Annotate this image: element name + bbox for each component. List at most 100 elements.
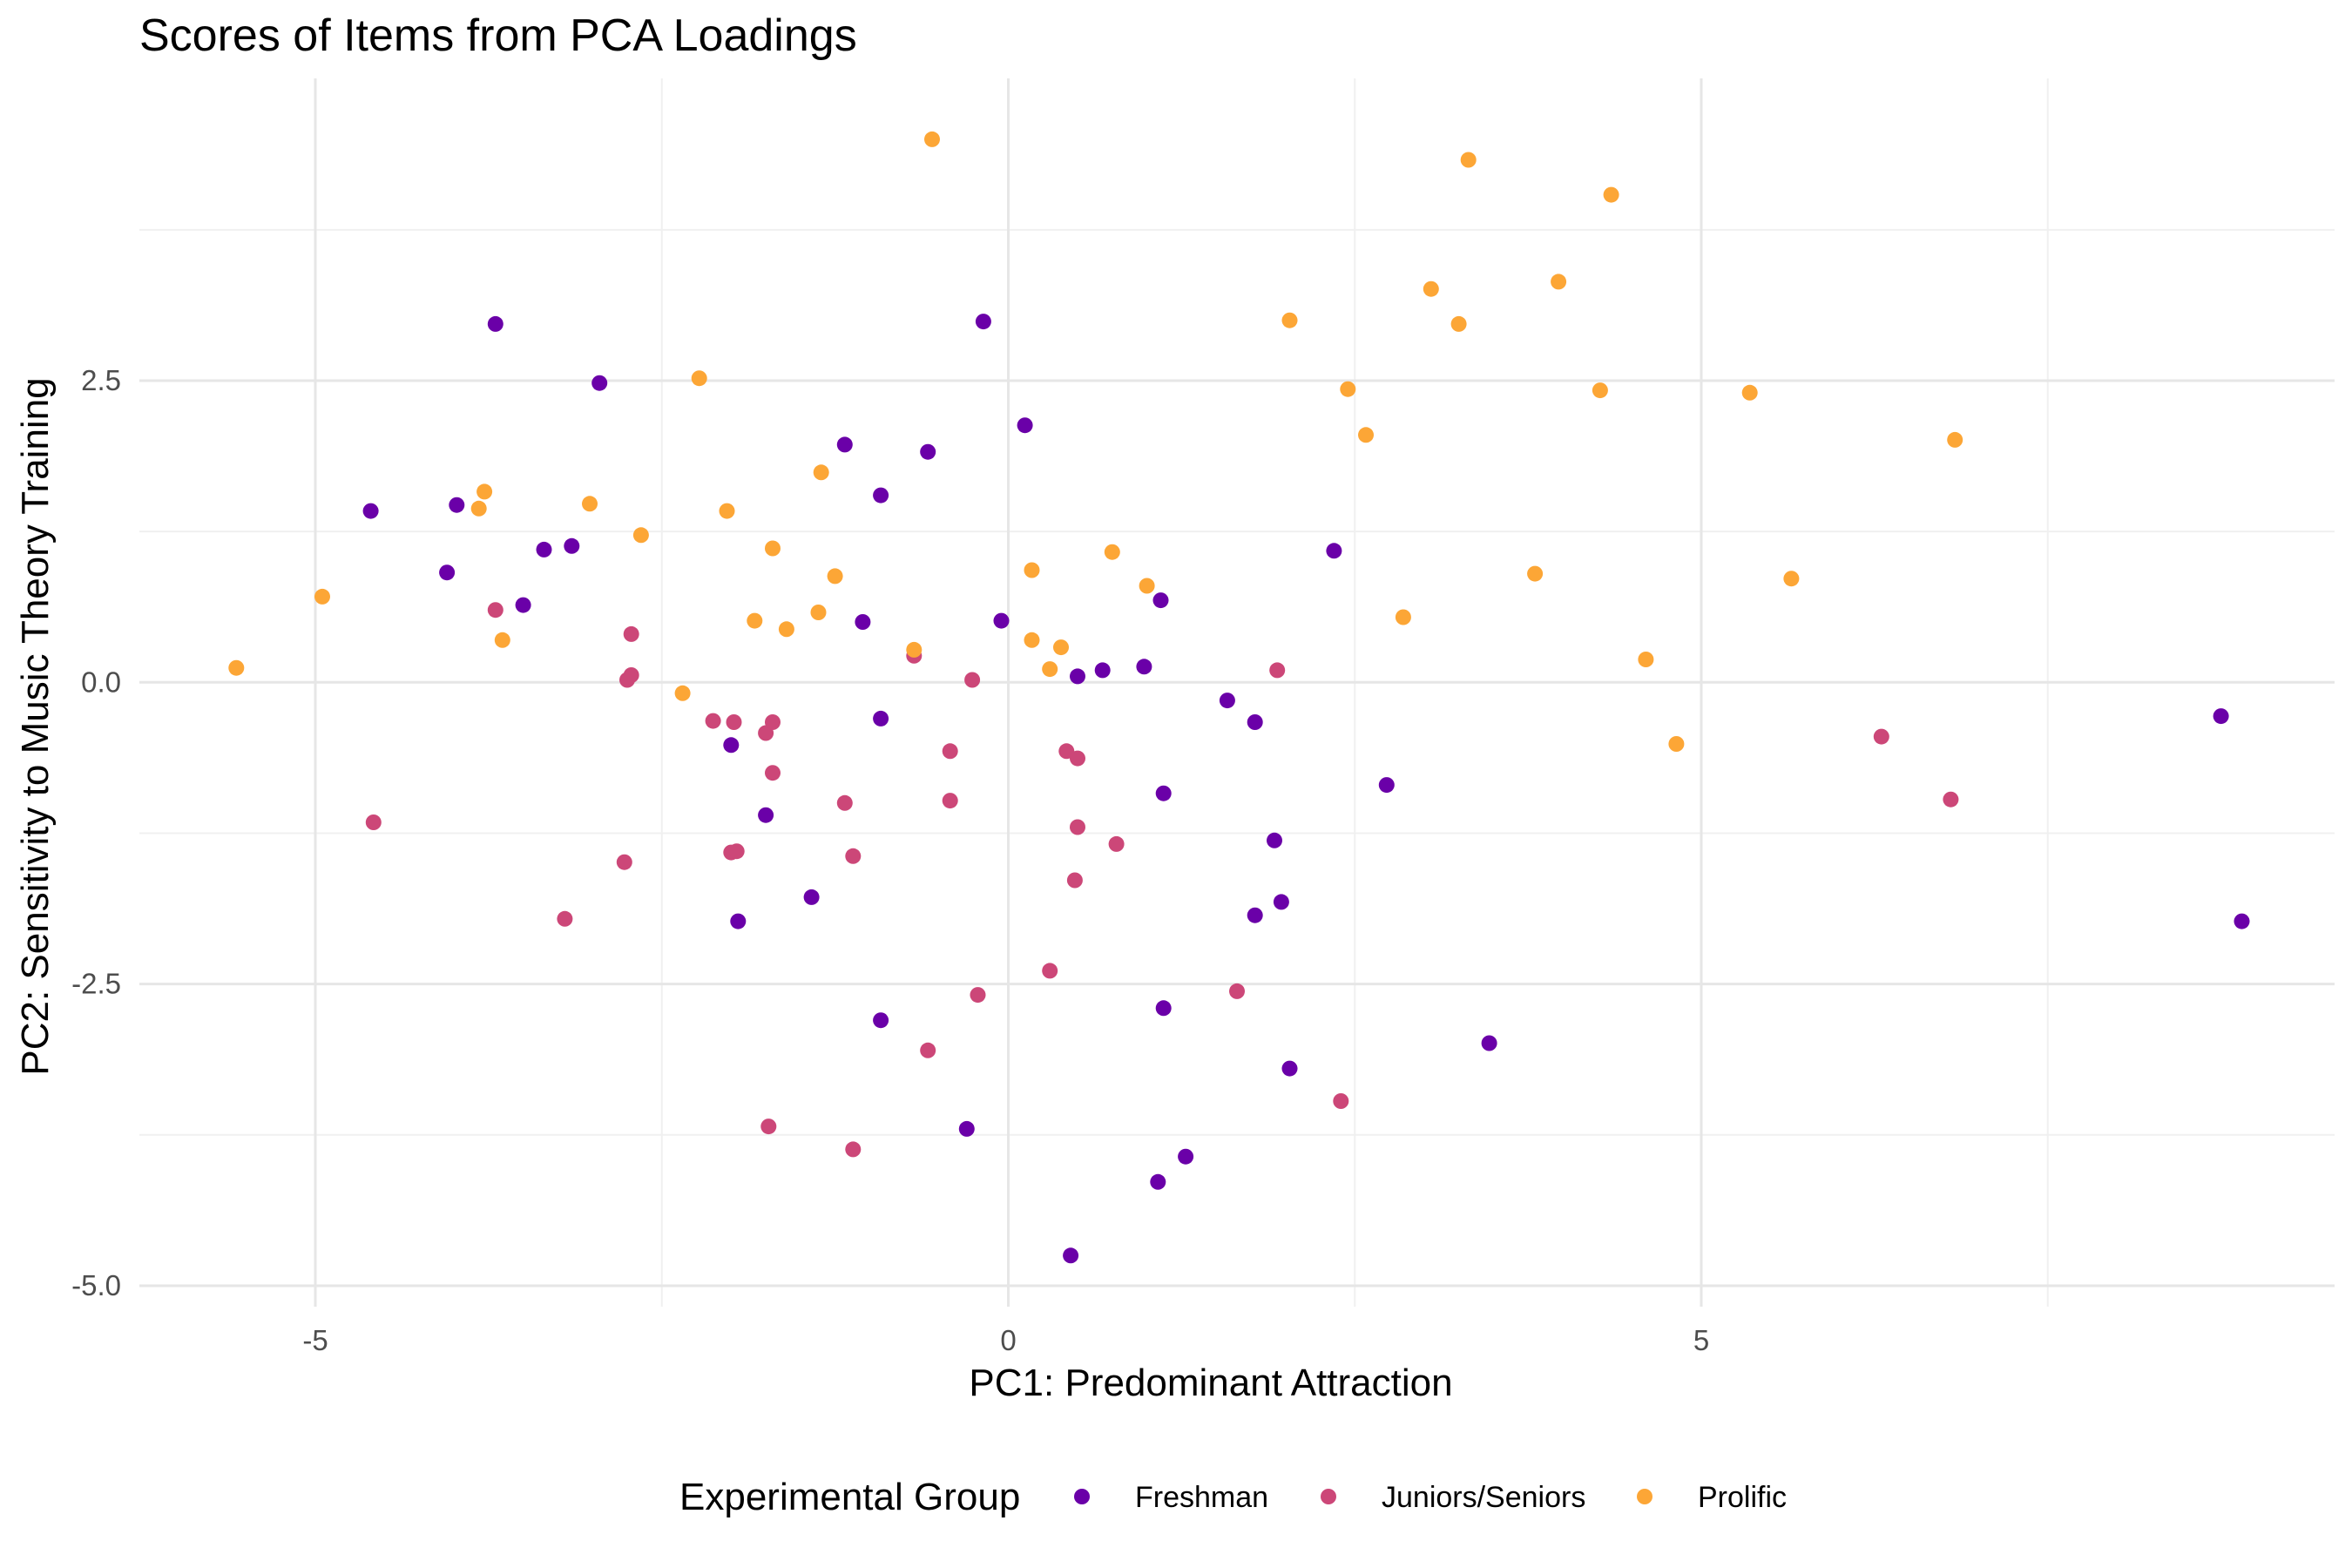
point-prolific	[719, 503, 735, 519]
point-juniors-seniors	[920, 1042, 936, 1058]
point-freshman	[855, 614, 871, 630]
point-freshman	[1281, 1060, 1298, 1077]
point-juniors-seniors	[487, 602, 504, 618]
point-freshman	[487, 315, 504, 332]
point-prolific	[810, 605, 827, 620]
point-freshman	[1070, 668, 1085, 685]
point-prolific	[765, 540, 781, 557]
y-axis-title: PC2: Sensitivity to Music Theory Trainin…	[14, 377, 57, 1075]
point-prolific	[1423, 280, 1439, 297]
point-freshman	[2234, 913, 2250, 929]
point-juniors-seniors	[765, 714, 781, 730]
point-prolific	[813, 464, 829, 481]
point-juniors-seniors	[1333, 1093, 1349, 1109]
point-freshman	[993, 612, 1010, 629]
point-prolific	[747, 612, 763, 629]
point-prolific	[1947, 431, 1963, 448]
point-juniors-seniors	[765, 765, 781, 781]
point-freshman	[723, 737, 740, 754]
point-prolific	[1281, 312, 1298, 328]
legend-items: Freshman Juniors/Seniors Prolific	[1074, 1481, 1787, 1514]
point-freshman	[591, 375, 608, 391]
point-juniors-seniors	[623, 625, 639, 642]
point-juniors-seniors	[942, 743, 958, 760]
point-prolific	[778, 621, 794, 638]
y-tick-label: -2.5	[71, 968, 121, 1000]
point-freshman	[449, 497, 465, 513]
point-freshman	[1017, 417, 1033, 434]
point-freshman	[564, 537, 580, 554]
point-freshman	[1063, 1247, 1079, 1264]
point-prolific	[1358, 427, 1374, 443]
point-freshman	[1481, 1035, 1497, 1051]
legend-label-juniors-seniors: Juniors/Seniors	[1382, 1481, 1585, 1514]
point-juniors-seniors	[1229, 983, 1245, 999]
point-prolific	[1603, 186, 1619, 203]
point-prolific	[1638, 652, 1654, 667]
point-prolific	[924, 131, 940, 147]
point-juniors-seniors	[623, 667, 639, 683]
point-prolific	[1741, 384, 1758, 401]
point-prolific	[1460, 152, 1477, 168]
point-prolific	[314, 588, 330, 605]
y-tick-label: 0.0	[81, 666, 121, 698]
point-freshman	[1378, 777, 1395, 794]
legend-label-prolific: Prolific	[1698, 1481, 1787, 1514]
point-prolific	[632, 527, 649, 544]
point-freshman	[1219, 693, 1235, 709]
x-tick-label: 5	[1693, 1324, 1709, 1356]
point-freshman	[536, 541, 552, 558]
point-prolific	[582, 496, 598, 512]
point-juniors-seniors	[1943, 791, 1959, 808]
point-prolific	[1668, 736, 1685, 752]
y-tick-label: -5.0	[71, 1269, 121, 1301]
y-tick-label: 2.5	[81, 364, 121, 396]
point-freshman	[758, 807, 774, 823]
point-juniors-seniors	[1269, 662, 1286, 679]
point-freshman	[1150, 1173, 1166, 1190]
point-prolific	[1783, 571, 1800, 587]
legend-key-freshman	[1074, 1489, 1090, 1504]
point-freshman	[1155, 785, 1172, 801]
point-juniors-seniors	[557, 910, 573, 927]
point-freshman	[975, 314, 991, 330]
x-tick-label: 0	[1000, 1324, 1016, 1356]
x-tick-label: -5	[302, 1324, 328, 1356]
point-juniors-seniors	[616, 854, 632, 870]
point-juniors-seniors	[728, 843, 745, 860]
point-prolific	[674, 685, 691, 701]
point-juniors-seniors	[942, 793, 958, 809]
point-freshman	[1326, 543, 1342, 559]
point-freshman	[873, 487, 889, 504]
point-prolific	[1551, 274, 1567, 290]
point-juniors-seniors	[1066, 872, 1083, 889]
legend-title: Experimental Group	[679, 1476, 1020, 1518]
point-juniors-seniors	[1108, 835, 1125, 852]
point-freshman	[1273, 894, 1289, 910]
tick-labels: -5 0 5 -5.0 -2.5 0.0 2.5	[71, 364, 1709, 1356]
point-prolific	[1024, 562, 1040, 578]
point-juniors-seniors	[964, 672, 981, 688]
point-juniors-seniors	[1070, 750, 1085, 767]
point-juniors-seniors	[760, 1119, 777, 1135]
legend-key-juniors-seniors	[1321, 1489, 1336, 1504]
point-freshman	[1178, 1148, 1194, 1165]
point-freshman	[439, 564, 456, 581]
point-prolific	[1395, 609, 1411, 625]
point-freshman	[2213, 708, 2229, 725]
point-prolific	[1024, 632, 1040, 648]
legend-key-prolific	[1637, 1489, 1652, 1504]
x-axis-title: PC1: Predominant Attraction	[969, 1362, 1452, 1404]
point-freshman	[1136, 659, 1152, 675]
point-freshman	[1152, 592, 1169, 609]
point-prolific	[1053, 639, 1069, 656]
point-prolific	[1340, 381, 1356, 397]
point-freshman	[1155, 1000, 1172, 1017]
points	[228, 131, 2250, 1264]
point-freshman	[803, 889, 820, 905]
point-freshman	[515, 597, 531, 613]
point-prolific	[1042, 661, 1058, 678]
point-prolific	[476, 483, 493, 500]
point-prolific	[1139, 578, 1155, 594]
